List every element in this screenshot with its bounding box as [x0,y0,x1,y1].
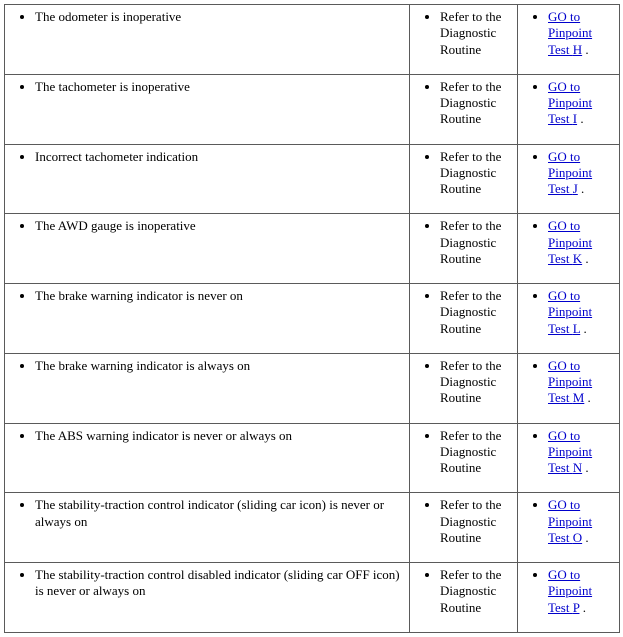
goto-prefix: GO to [548,428,580,443]
diagnostic-table: The odometer is inoperative Refer to the … [4,4,620,633]
symptom-cell: Incorrect tachometer indication [5,144,410,214]
action-item: GO to Pinpoint Test J . [548,149,613,198]
goto-link-text: Pinpoint Test [548,165,592,196]
diagnostic-text: Refer to the Diagnostic Routine [440,218,511,267]
diagnostic-text: Refer to the Diagnostic Routine [440,79,511,128]
goto-suffix: . [577,111,584,126]
diagnostic-cell: Refer to the Diagnostic Routine [410,423,518,493]
diagnostic-cell: Refer to the Diagnostic Routine [410,144,518,214]
pinpoint-test-link[interactable]: GO to Pinpoint Test J [548,149,592,197]
diagnostic-text: Refer to the Diagnostic Routine [440,497,511,546]
table-row: The stability-traction control indicator… [5,493,620,563]
symptom-cell: The ABS warning indicator is never or al… [5,423,410,493]
table-row: The ABS warning indicator is never or al… [5,423,620,493]
goto-letter: O [573,530,582,545]
diagnostic-cell: Refer to the Diagnostic Routine [410,493,518,563]
goto-prefix: GO to [548,497,580,512]
action-cell: GO to Pinpoint Test L . [518,284,620,354]
symptom-cell: The brake warning indicator is always on [5,353,410,423]
action-item: GO to Pinpoint Test I . [548,79,613,128]
goto-suffix: . [582,460,589,475]
symptom-cell: The brake warning indicator is never on [5,284,410,354]
goto-prefix: GO to [548,288,580,303]
symptom-text: The tachometer is inoperative [35,79,403,95]
table-row: The AWD gauge is inoperative Refer to the… [5,214,620,284]
goto-suffix: . [580,321,587,336]
action-cell: GO to Pinpoint Test I . [518,74,620,144]
goto-suffix: . [582,251,589,266]
action-item: GO to Pinpoint Test O . [548,497,613,546]
symptom-cell: The AWD gauge is inoperative [5,214,410,284]
pinpoint-test-link[interactable]: GO to Pinpoint Test I [548,79,592,127]
goto-prefix: GO to [548,79,580,94]
symptom-cell: The odometer is inoperative [5,5,410,75]
action-item: GO to Pinpoint Test M . [548,358,613,407]
symptom-text: Incorrect tachometer indication [35,149,403,165]
symptom-cell: The tachometer is inoperative [5,74,410,144]
table-row: The brake warning indicator is never on R… [5,284,620,354]
diagnostic-text: Refer to the Diagnostic Routine [440,288,511,337]
goto-suffix: . [579,600,586,615]
diagnostic-text: Refer to the Diagnostic Routine [440,9,511,58]
goto-suffix: . [584,390,591,405]
goto-suffix: . [582,42,589,57]
action-cell: GO to Pinpoint Test K . [518,214,620,284]
symptom-cell: The stability-traction control disabled … [5,563,410,633]
action-item: GO to Pinpoint Test P . [548,567,613,616]
action-item: GO to Pinpoint Test H . [548,9,613,58]
action-item: GO to Pinpoint Test L . [548,288,613,337]
diagnostic-text: Refer to the Diagnostic Routine [440,358,511,407]
diagnostic-cell: Refer to the Diagnostic Routine [410,214,518,284]
goto-prefix: GO to [548,567,580,582]
diagnostic-cell: Refer to the Diagnostic Routine [410,284,518,354]
symptom-text: The brake warning indicator is never on [35,288,403,304]
action-cell: GO to Pinpoint Test P . [518,563,620,633]
goto-prefix: GO to [548,358,580,373]
action-cell: GO to Pinpoint Test N . [518,423,620,493]
goto-letter: M [573,390,585,405]
table-row: The tachometer is inoperative Refer to th… [5,74,620,144]
symptom-text: The ABS warning indicator is never or al… [35,428,403,444]
goto-suffix: . [582,530,589,545]
symptom-text: The brake warning indicator is always on [35,358,403,374]
goto-prefix: GO to [548,218,580,233]
table-row: The brake warning indicator is always on… [5,353,620,423]
goto-prefix: GO to [548,149,580,164]
symptom-text: The stability-traction control disabled … [35,567,403,600]
diagnostic-cell: Refer to the Diagnostic Routine [410,353,518,423]
goto-letter: H [573,42,582,57]
goto-link-text: Pinpoint Test [548,95,592,126]
action-cell: GO to Pinpoint Test O . [518,493,620,563]
diagnostic-text: Refer to the Diagnostic Routine [440,428,511,477]
diagnostic-text: Refer to the Diagnostic Routine [440,567,511,616]
diagnostic-cell: Refer to the Diagnostic Routine [410,74,518,144]
symptom-text: The stability-traction control indicator… [35,497,403,530]
table-row: Incorrect tachometer indication Refer to … [5,144,620,214]
goto-prefix: GO to [548,9,580,24]
table-row: The stability-traction control disabled … [5,563,620,633]
action-cell: GO to Pinpoint Test H . [518,5,620,75]
diagnostic-cell: Refer to the Diagnostic Routine [410,563,518,633]
action-cell: GO to Pinpoint Test J . [518,144,620,214]
goto-letter: K [573,251,582,266]
action-item: GO to Pinpoint Test N . [548,428,613,477]
diagnostic-cell: Refer to the Diagnostic Routine [410,5,518,75]
symptom-text: The AWD gauge is inoperative [35,218,403,234]
action-cell: GO to Pinpoint Test M . [518,353,620,423]
symptom-text: The odometer is inoperative [35,9,403,25]
table-row: The odometer is inoperative Refer to the … [5,5,620,75]
goto-suffix: . [578,181,585,196]
symptom-cell: The stability-traction control indicator… [5,493,410,563]
diagnostic-text: Refer to the Diagnostic Routine [440,149,511,198]
action-item: GO to Pinpoint Test K . [548,218,613,267]
goto-letter: N [573,460,582,475]
